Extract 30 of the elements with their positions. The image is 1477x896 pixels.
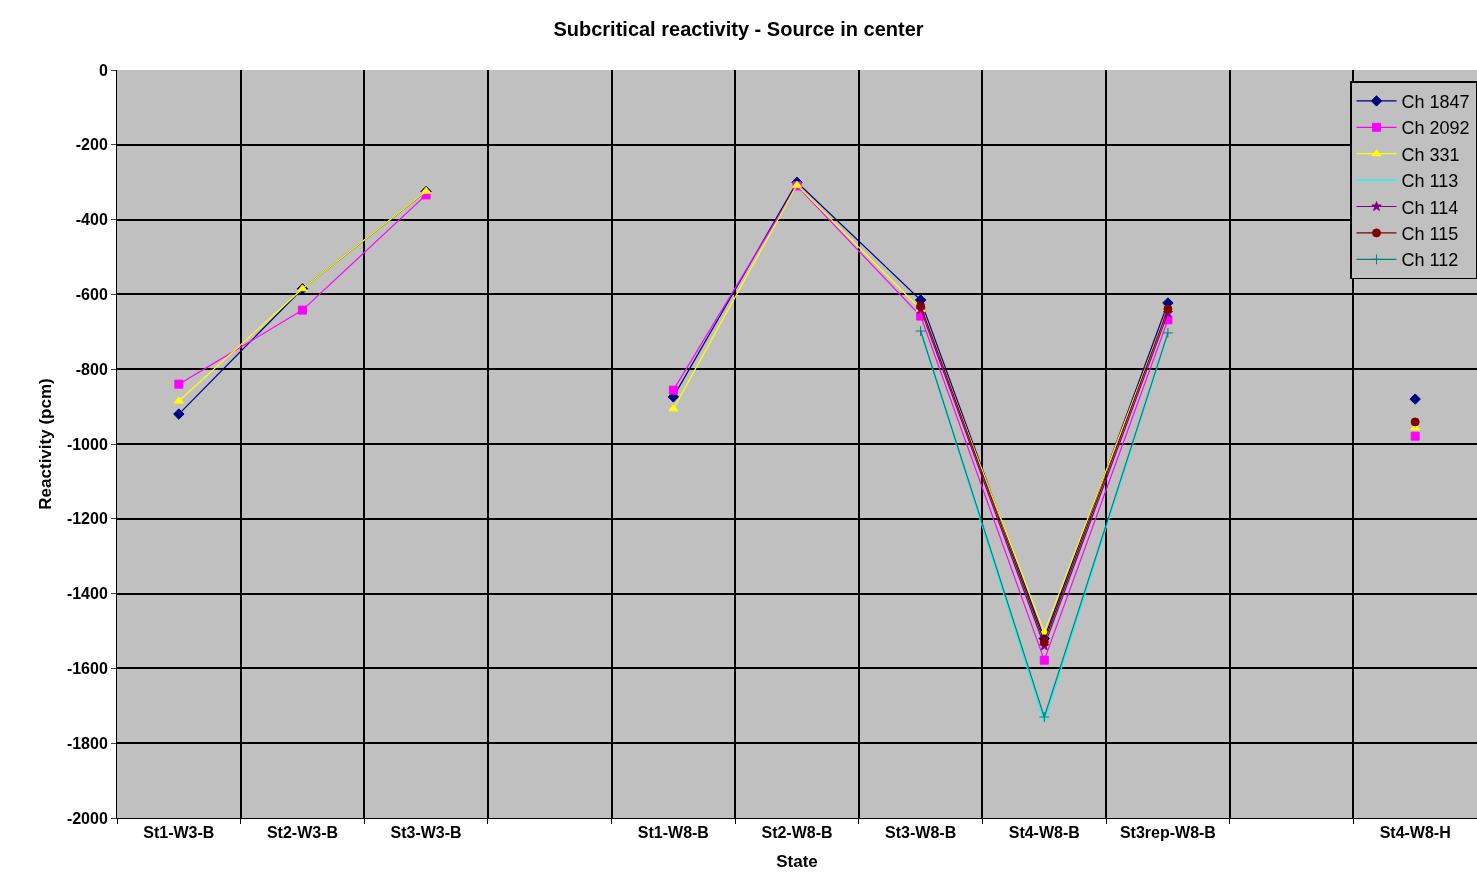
legend-label: Ch 115 [1401,223,1459,244]
y-tick-label: -1400 [66,585,108,603]
x-axis-title: State [776,851,818,871]
x-tick-label: St4-W8-B [1008,824,1080,842]
y-tick-label: -1800 [66,734,108,752]
y-tick-label: -2000 [66,809,108,827]
legend-label: Ch 113 [1401,171,1459,192]
x-tick-label: St1-W3-B [143,824,215,842]
y-axis-title: Reactivity (pcm) [36,378,56,510]
y-tick-label: -400 [75,211,108,229]
x-tick-label: St3-W3-B [390,824,462,842]
y-tick-label: -1600 [66,660,108,677]
legend-label: Ch 112 [1401,250,1459,271]
x-tick-label: St2-W8-B [761,824,833,842]
y-tick-label: -1200 [66,510,108,528]
y-tick-label: 0 [98,61,108,79]
y-tick-label: -1000 [66,435,108,453]
legend-label: Ch 114 [1401,197,1459,218]
legend-label: Ch 2092 [1401,118,1470,139]
x-tick-label: St3rep-W8-B [1119,824,1216,842]
x-tick-label: St4-W8-H [1379,824,1451,842]
x-tick-label: St3-W8-B [885,824,957,842]
legend-label: Ch 331 [1401,144,1460,165]
y-tick-label: -800 [75,360,108,378]
x-tick-label: St1-W8-B [637,824,709,842]
y-tick-label: -600 [75,286,108,303]
legend-label: Ch 1847 [1401,91,1470,112]
chart-title: Subcritical reactivity - Source in center [553,18,924,41]
x-tick-label: St2-W3-B [266,824,338,842]
y-tick-label: -200 [75,136,108,154]
